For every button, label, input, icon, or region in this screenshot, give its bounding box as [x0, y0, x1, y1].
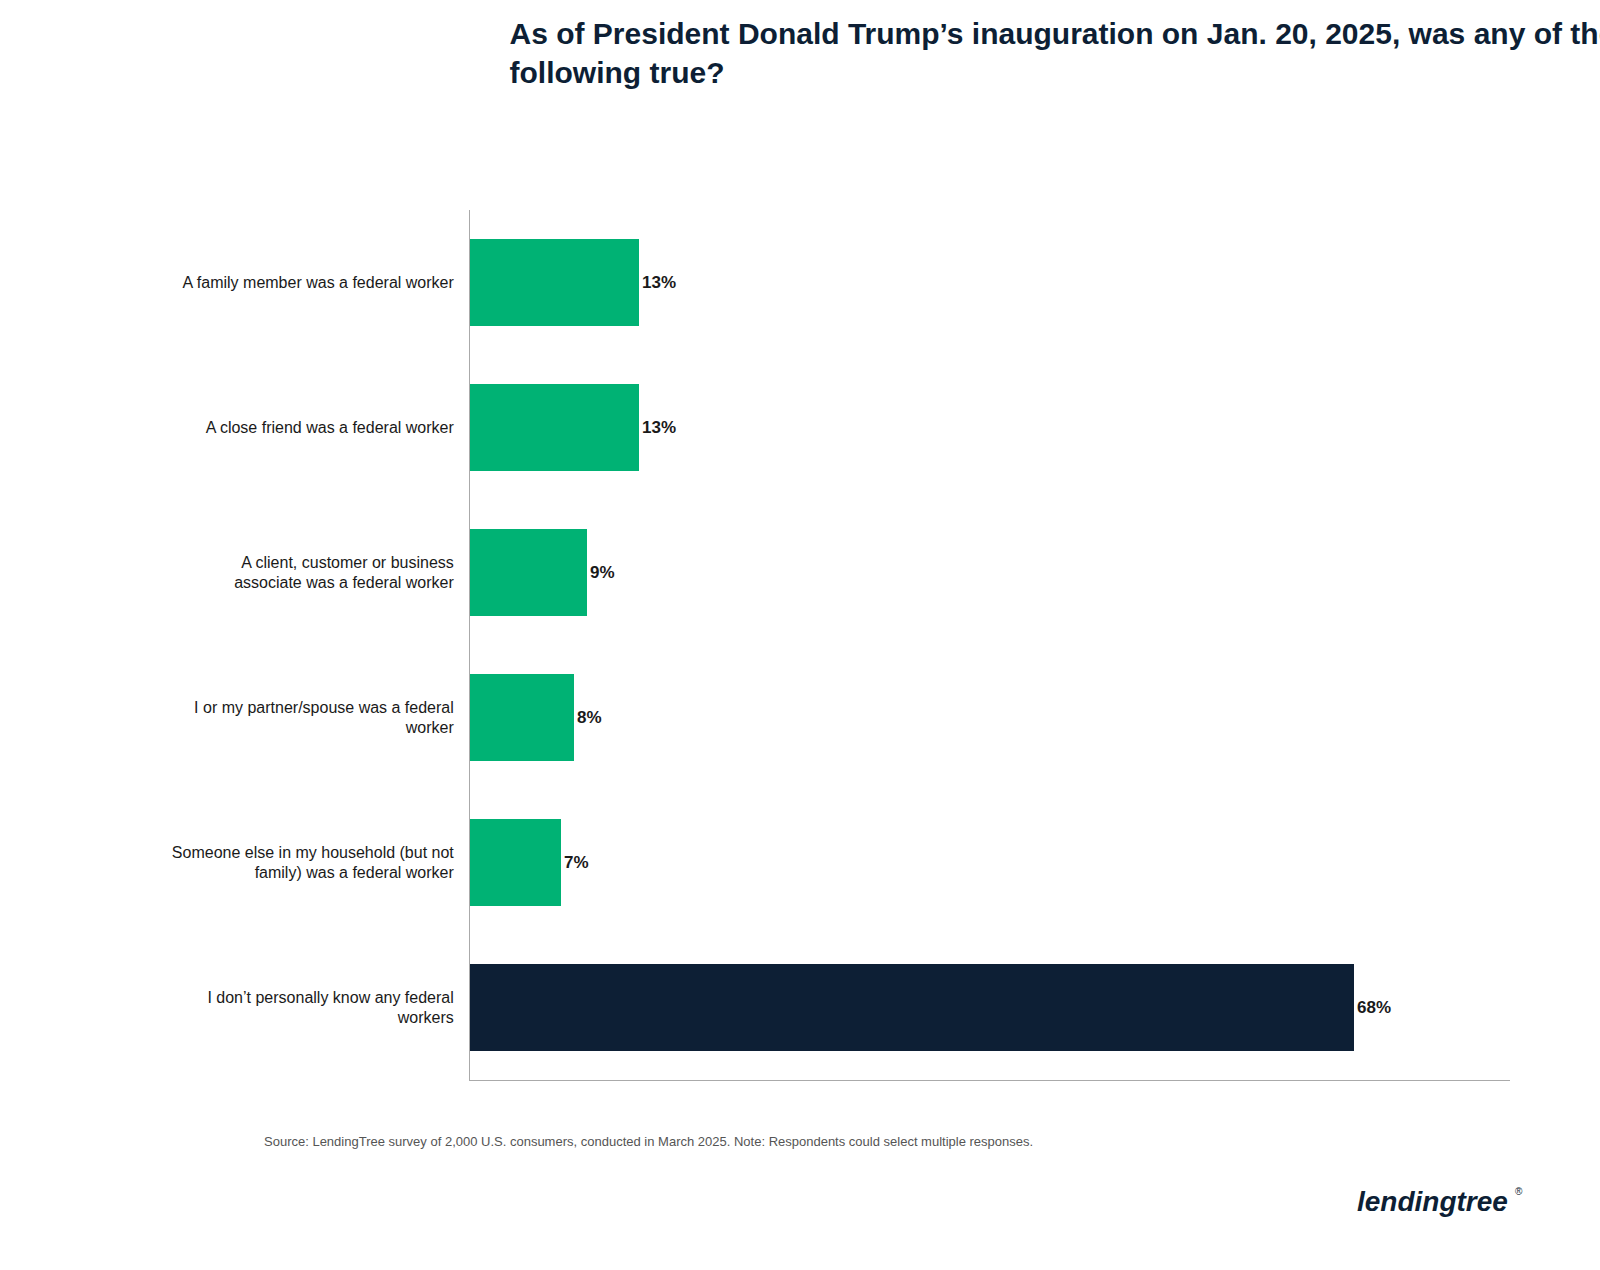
svg-text:Source: LendingTree survey of: Source: LendingTree survey of 2,000 U.S.… — [264, 1134, 1033, 1149]
svg-text:7%: 7% — [564, 853, 589, 872]
svg-text:A client, customer or business: A client, customer or businessassociate … — [234, 554, 454, 592]
svg-text:13%: 13% — [642, 418, 676, 437]
svg-text:lendingtree: lendingtree — [1357, 1186, 1508, 1217]
svg-text:68%: 68% — [1357, 998, 1391, 1017]
svg-text:A family member was a federal: A family member was a federal worker — [183, 274, 455, 291]
svg-text:13%: 13% — [642, 273, 676, 292]
svg-text:9%: 9% — [590, 563, 615, 582]
svg-text:I or my partner/spouse was a f: I or my partner/spouse was a federalwork… — [194, 699, 454, 737]
svg-text:Someone else in my household (: Someone else in my household (but notfam… — [172, 844, 455, 882]
svg-text:I don’t personally know any fe: I don’t personally know any federalworke… — [207, 989, 453, 1027]
svg-text:®: ® — [1515, 1186, 1523, 1197]
svg-text:A close friend was a federal w: A close friend was a federal worker — [206, 419, 455, 436]
svg-text:As of President Donald Trump’s: As of President Donald Trump’s inaugurat… — [510, 17, 1600, 89]
svg-text:8%: 8% — [577, 708, 602, 727]
